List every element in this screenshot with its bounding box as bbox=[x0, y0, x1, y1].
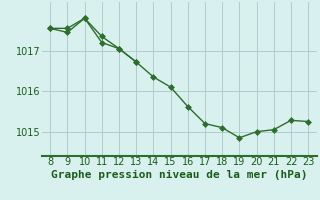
X-axis label: Graphe pression niveau de la mer (hPa): Graphe pression niveau de la mer (hPa) bbox=[51, 170, 308, 180]
